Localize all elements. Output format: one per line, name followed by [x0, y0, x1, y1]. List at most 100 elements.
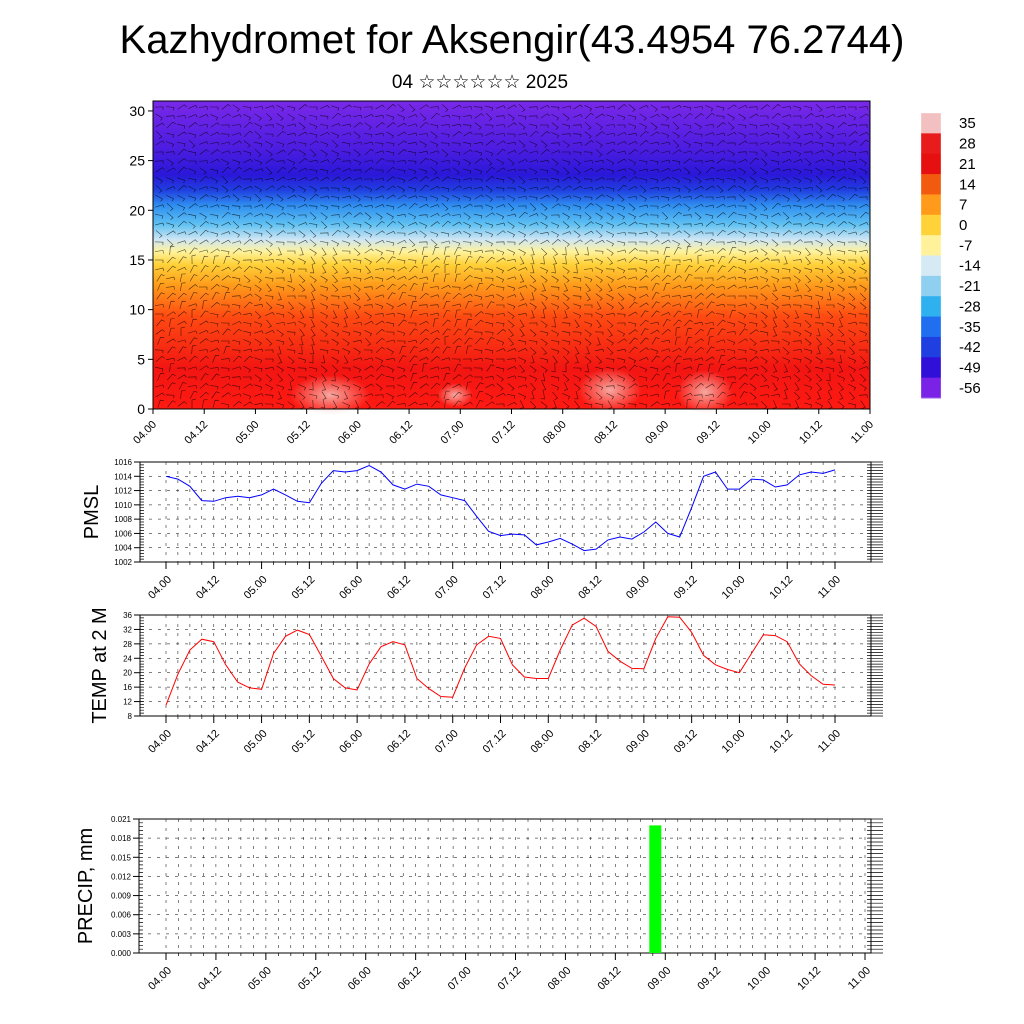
temp-x-tick-label: 04.12 [194, 728, 222, 756]
pmsl-x-tick-label: 06.12 [385, 574, 413, 602]
colorbar-segment [921, 194, 941, 216]
pmsl-y-axis-title: PMSL [81, 485, 103, 539]
colorbar-label: -42 [959, 339, 981, 356]
heatmap-x-tick-label: 11.00 [849, 419, 876, 446]
colorbar-label: 14 [959, 176, 976, 193]
colorbar-segment [921, 377, 941, 399]
temp-y-tick-label: 36 [123, 611, 132, 620]
heatmap-x-tick-label: 08.00 [541, 419, 569, 447]
colorbar-label: -14 [959, 258, 981, 275]
colorbar-frame [920, 112, 942, 399]
temp-x-tick-label: 08.00 [528, 728, 556, 756]
heatmap-x-tick-label: 06.00 [336, 419, 364, 447]
temp-x-tick-label: 07.00 [433, 728, 461, 756]
precip-minor-ticks [139, 818, 883, 954]
temp-y-tick-label: 8 [128, 712, 133, 721]
pmsl-x-tick-label: 11.00 [816, 574, 843, 601]
heatmap-x-tick-label: 07.12 [490, 419, 518, 447]
heatmap-x-tick-label: 09.12 [695, 419, 723, 447]
heatmap-hot-spot [437, 383, 473, 407]
pmsl-x-tick-label: 10.00 [720, 574, 748, 602]
heatmap-x-tick-label: 04.00 [131, 419, 159, 447]
colorbar-label: 21 [959, 156, 976, 173]
heatmap-y-tick-label: 5 [137, 351, 145, 367]
colorbar-segment [921, 174, 941, 195]
pmsl-minor-ticks [140, 461, 883, 563]
heatmap-x-tick-label: 10.00 [746, 419, 774, 447]
temp-minor-ticks [140, 614, 883, 717]
precip-x-tick-label: 05.00 [246, 965, 274, 993]
temp-frame [139, 614, 872, 717]
precip-y-tick-label: 0.009 [111, 892, 132, 901]
heatmap-y-tick-label: 15 [129, 252, 145, 268]
temp-x-tick-label: 06.00 [337, 728, 365, 756]
precip-x-tick-label: 04.00 [146, 965, 174, 993]
heatmap-x-tick-label: 04.12 [182, 419, 210, 447]
pmsl-x-tick-label: 07.12 [481, 574, 509, 602]
colorbar-segment [921, 235, 941, 256]
heatmap-x-tick-label: 09.00 [643, 419, 671, 447]
heatmap-x-tick-label: 07.00 [438, 419, 466, 447]
pmsl-y-tick-label: 1014 [114, 472, 132, 481]
pmsl-x-tick-label: 09.12 [672, 574, 700, 602]
colorbar-label: -21 [959, 278, 981, 295]
precip-x-tick-label: 04.12 [196, 965, 224, 993]
pmsl-x-tick-label: 05.12 [290, 574, 318, 602]
temp-x-tick-label: 10.00 [720, 728, 748, 756]
precip-x-tick-label: 10.12 [795, 965, 823, 993]
temp-y-tick-label: 12 [123, 698, 132, 707]
heatmap-x-tick-label: 05.00 [234, 419, 262, 447]
pmsl-x-tick-label: 04.12 [194, 574, 222, 602]
precip-x-tick-label: 09.12 [695, 965, 723, 993]
colorbar-segment [921, 275, 941, 297]
heatmap-x-tick-label: 08.12 [592, 419, 620, 447]
temp-x-tick-label: 04.00 [146, 728, 174, 756]
temp-x-tick-label: 08.12 [576, 728, 604, 756]
precip-x-tick-label: 05.12 [296, 965, 324, 993]
pmsl-y-tick-label: 1008 [114, 515, 132, 524]
colorbar-label: -35 [959, 319, 981, 336]
precip-y-tick-label: 0.006 [111, 911, 132, 920]
heatmap-hot-spot [290, 375, 370, 415]
colorbar-segment [921, 113, 941, 134]
temp-x-tick-label: 05.00 [242, 728, 270, 756]
temp-x-tick-label: 05.12 [290, 728, 318, 756]
precip-bar [649, 825, 662, 953]
heatmap-y-tick-label: 10 [129, 302, 145, 318]
pmsl-x-tick-label: 07.00 [433, 574, 461, 602]
temp-y-tick-label: 32 [123, 625, 132, 634]
heatmap-y-tick-label: 30 [129, 103, 145, 119]
colorbar-label: -56 [959, 380, 981, 397]
pmsl-x-tick-label: 04.00 [146, 574, 174, 602]
colorbar-segment [921, 214, 941, 236]
heatmap-y-tick-label: 0 [137, 401, 145, 417]
precip-y-tick-label: 0.000 [111, 949, 132, 958]
temp-x-tick-label: 06.12 [385, 728, 413, 756]
colorbar-segment [921, 357, 941, 379]
pmsl-x-tick-label: 09.00 [624, 574, 652, 602]
precip-frame [138, 818, 872, 954]
colorbar-label: 7 [959, 197, 967, 214]
temp-series-line [165, 616, 836, 706]
precip-x-tick-label: 06.00 [346, 965, 374, 993]
precip-x-tick-label: 09.00 [645, 965, 673, 993]
heatmap-x-tick-label: 06.12 [387, 419, 415, 447]
temp-y-tick-label: 24 [123, 654, 132, 663]
temp-x-tick-label: 09.12 [672, 728, 700, 756]
heatmap-x-tick-label: 10.12 [797, 419, 825, 447]
pmsl-frame [139, 461, 872, 563]
colorbar-segment [921, 316, 941, 338]
heatmap-hot-spot [578, 368, 642, 412]
wind-barbs [154, 104, 869, 409]
colorbar-label: -7 [959, 237, 972, 254]
heatmap-y-tick-label: 25 [129, 153, 145, 169]
precip-x-tick-label: 08.12 [596, 965, 624, 993]
temp-y-tick-label: 28 [123, 640, 132, 649]
temp-x-tick-label: 10.12 [767, 728, 795, 756]
precip-x-tick-label: 06.12 [396, 965, 424, 993]
pmsl-x-tick-label: 05.00 [242, 574, 270, 602]
colorbar-segment [921, 296, 941, 318]
pmsl-series-line [165, 465, 836, 552]
pmsl-x-tick-label: 08.00 [528, 574, 556, 602]
precip-y-tick-label: 0.021 [111, 815, 132, 824]
